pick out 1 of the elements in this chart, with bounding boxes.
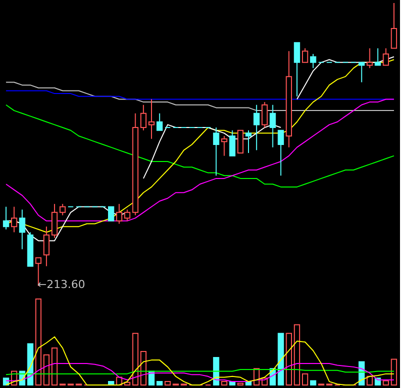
annotation: ←213.60 <box>37 278 86 291</box>
